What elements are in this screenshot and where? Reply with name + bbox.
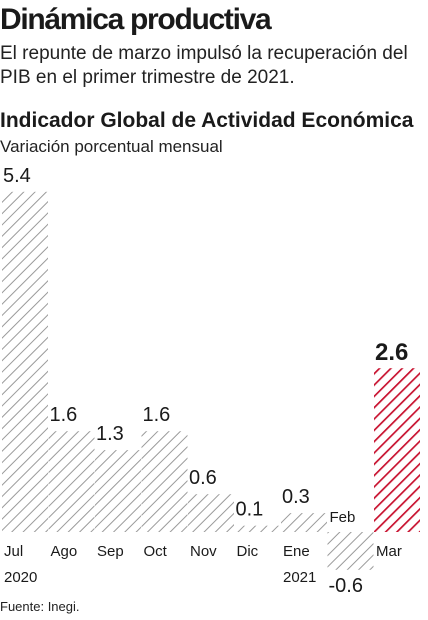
bar-oct [141,431,188,532]
bar-chart: 5.4 1.6 1.3 1.6 0.6 0.1 0.3 -0.6 2.6 Jul 2020 Ago S… [2,165,420,596]
bar-jul [2,191,48,533]
bar-dic [234,525,281,532]
chart-subtitle: Variación porcentual mensual [0,137,223,156]
bar-feb [327,532,374,570]
source-note: Fuente: Inegi. [0,599,80,614]
year-label-2020: 2020 [4,569,37,586]
value-label-jul: 5.4 [3,165,31,187]
bar-mar [374,368,420,532]
subtitle: El repunte de marzo impulsó la recuperac… [0,43,408,88]
bar-ene [281,513,327,532]
category-label-jul: Jul [4,543,23,560]
value-label-oct: 1.6 [143,404,171,426]
category-labels-group: Jul 2020 Ago Sep Oct Nov Dic Ene 2021 Feb Mar [4,509,402,586]
value-labels-group: 5.4 1.6 1.3 1.6 0.6 0.1 0.3 -0.6 2.6 [3,165,408,596]
value-label-ago: 1.6 [50,404,78,426]
chart-title: Indicador Global de Actividad Económica [0,109,414,132]
category-label-feb: Feb [330,509,356,526]
headline: Dinámica productiva [0,3,272,36]
category-label-ene: Ene [283,543,310,560]
year-label-2021: 2021 [283,569,316,586]
value-label-mar: 2.6 [375,339,408,366]
value-label-sep: 1.3 [96,423,124,445]
value-label-nov: 0.6 [189,467,217,489]
category-label-nov: Nov [190,543,217,560]
category-label-oct: Oct [144,543,168,560]
value-label-feb: -0.6 [329,575,363,596]
bar-ago [48,431,95,532]
category-label-mar: Mar [376,543,402,560]
bar-sep [95,450,141,532]
bar-nov [188,494,234,532]
bars-group [2,191,420,570]
value-label-dic: 0.1 [236,499,264,521]
category-label-dic: Dic [237,543,259,560]
category-label-sep: Sep [97,543,124,560]
value-label-ene: 0.3 [282,486,310,508]
category-label-ago: Ago [51,543,78,560]
